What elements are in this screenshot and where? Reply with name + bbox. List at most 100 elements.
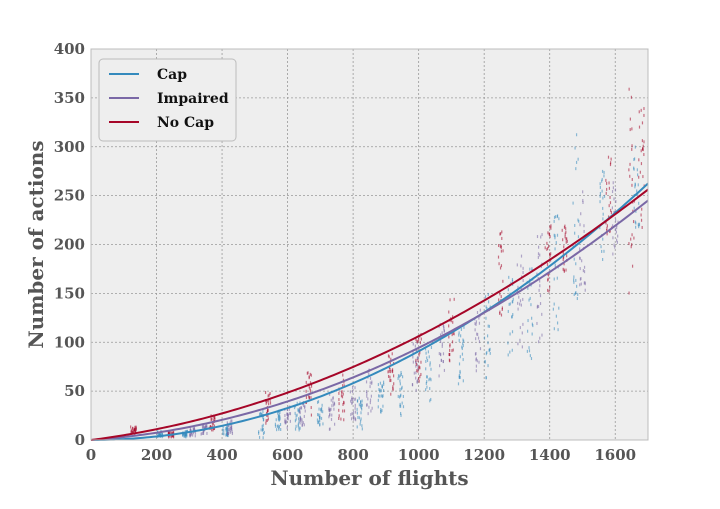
scatter-point (550, 226, 552, 230)
scatter-point (509, 332, 511, 336)
scatter-point (486, 351, 488, 355)
scatter-point (277, 424, 279, 428)
scatter-point (426, 375, 428, 379)
scatter-point (299, 416, 302, 420)
scatter-cluster (130, 425, 137, 436)
scatter-point (186, 432, 188, 436)
scatter-point (415, 364, 417, 368)
scatter-point (419, 375, 421, 379)
scatter-point (461, 352, 464, 356)
scatter-point (351, 401, 353, 405)
scatter-point (502, 249, 504, 253)
scatter-point (367, 397, 369, 401)
scatter-point (442, 352, 445, 356)
scatter-point (582, 269, 584, 273)
scatter-point (634, 185, 636, 189)
scatter-point (341, 391, 343, 395)
scatter-point (309, 381, 312, 385)
scatter-point (201, 431, 203, 435)
scatter-point (478, 360, 480, 364)
scatter-point (546, 247, 548, 251)
scatter-point (399, 402, 401, 406)
scatter-point (301, 420, 303, 424)
scatter-point (361, 403, 363, 407)
scatter-point (230, 419, 232, 423)
scatter-point (401, 401, 403, 405)
scatter-cluster (328, 392, 336, 431)
scatter-point (459, 371, 461, 375)
scatter-point (448, 335, 450, 339)
scatter-point (371, 406, 373, 410)
scatter-point (379, 381, 382, 385)
scatter-point (605, 221, 607, 225)
scatter-point (295, 417, 297, 421)
scatter-point (478, 321, 481, 325)
scatter-point (390, 357, 392, 361)
scatter-point (636, 189, 638, 193)
scatter-point (459, 369, 461, 373)
scatter-point (230, 426, 232, 430)
scatter-point (508, 302, 510, 306)
scatter-point (389, 367, 391, 371)
x-tick-label: 1200 (463, 446, 505, 464)
scatter-point (417, 359, 419, 363)
scatter-cluster (387, 352, 395, 396)
scatter-point (380, 408, 382, 411)
scatter-point (479, 308, 481, 312)
scatter-point (638, 110, 640, 114)
scatter-point (451, 315, 454, 319)
scatter-point (278, 425, 280, 429)
y-tick-label: 300 (54, 138, 85, 156)
scatter-point (601, 169, 604, 173)
scatter-point (629, 162, 631, 166)
scatter-point (206, 431, 208, 435)
scatter-point (549, 235, 551, 239)
scatter-point (629, 128, 631, 132)
scatter-point (328, 408, 330, 412)
fit-line-impaired (90, 199, 649, 441)
scatter-point (633, 158, 635, 162)
scatter-point (631, 147, 633, 151)
scatter-point (631, 264, 634, 268)
scatter-point (629, 117, 631, 121)
scatter-point (317, 413, 319, 417)
scatter-point (501, 236, 503, 240)
scatter-point (614, 188, 617, 192)
scatter-point (487, 324, 489, 328)
scatter-point (477, 336, 480, 340)
scatter-point (366, 394, 368, 398)
scatter-point (186, 429, 188, 433)
scatter-point (332, 403, 335, 407)
scatter-point (527, 286, 529, 290)
scatter-point (606, 226, 608, 230)
scatter-point (412, 355, 414, 359)
scatter-point (428, 378, 430, 382)
scatter-point (521, 331, 523, 335)
scatter-point (267, 398, 269, 402)
scatter-point (448, 358, 451, 362)
scatter-point (226, 425, 228, 429)
scatter-point (338, 391, 340, 395)
scatter-point (538, 288, 540, 292)
scatter-point (350, 399, 352, 403)
scatter-point (415, 337, 417, 341)
scatter-point (316, 418, 319, 422)
scatter-point (351, 398, 354, 402)
scatter-point (601, 249, 603, 253)
scatter-cluster (356, 396, 363, 431)
scatter-point (398, 375, 400, 379)
scatter-point (476, 311, 479, 314)
scatter-point (214, 417, 216, 421)
scatter-point (231, 419, 233, 423)
scatter-point (599, 200, 601, 204)
scatter-point (528, 281, 530, 285)
scatter-point (158, 433, 160, 437)
scatter-point (287, 412, 289, 416)
x-tick-label: 200 (141, 446, 172, 464)
scatter-point (227, 434, 229, 438)
scatter-point (573, 275, 575, 279)
scatter-point (426, 375, 428, 379)
scatter-point (334, 422, 336, 426)
scatter-point (425, 381, 427, 385)
scatter-point (186, 434, 188, 438)
